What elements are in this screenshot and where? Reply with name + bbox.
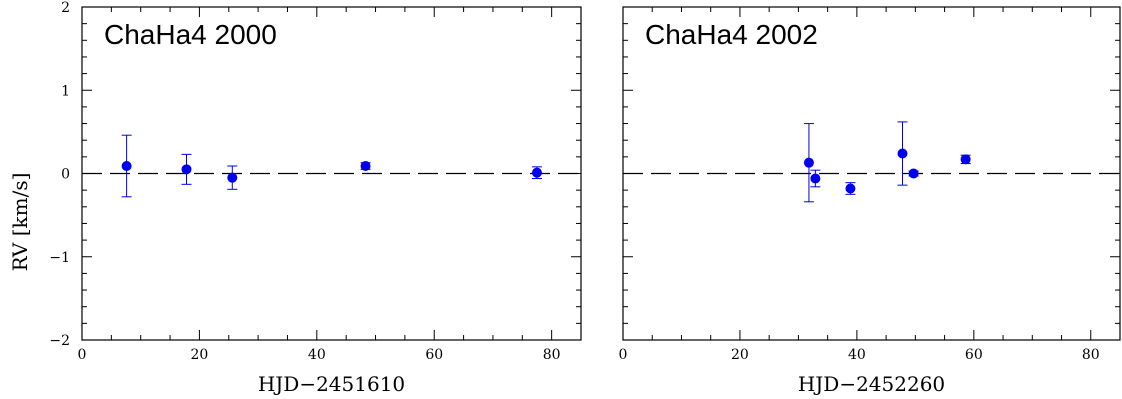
data-point	[803, 157, 814, 168]
x-tick-label: 20	[190, 347, 208, 363]
x-axis-label: HJD−2452260	[798, 372, 945, 396]
data-point	[897, 148, 908, 159]
x-tick-label: 0	[78, 347, 87, 363]
y-tick-label: −1	[49, 250, 70, 266]
x-tick-label: 40	[848, 347, 866, 363]
data-points	[121, 134, 542, 198]
y-tick-label: −2	[49, 333, 70, 349]
x-tick-labels: 0 20 40 60 80	[78, 347, 561, 363]
data-point	[908, 168, 919, 179]
x-tick-label: 60	[965, 347, 983, 363]
data-point	[181, 164, 192, 175]
data-point	[810, 173, 821, 184]
data-point	[845, 183, 856, 194]
y-tick-label: 2	[61, 0, 70, 16]
panel-title: ChaHa4 2000	[104, 19, 277, 50]
x-tick-label: 40	[308, 347, 326, 363]
x-tick-labels: 0 20 40 60 80	[619, 347, 1100, 363]
data-point	[227, 172, 238, 183]
data-points	[803, 121, 971, 203]
panel-title: ChaHa4 2002	[645, 19, 818, 50]
panel-chaha4-2002: 0 20 40 60 80 ChaHa4 2002 HJD−2452260	[619, 6, 1121, 396]
x-tick-label: 80	[543, 347, 561, 363]
y-tick-label: 1	[61, 83, 70, 99]
data-point	[121, 161, 132, 172]
x-tick-label: 60	[425, 347, 443, 363]
x-tick-label: 0	[619, 347, 628, 363]
data-point	[531, 167, 542, 178]
y-tick-label: 0	[61, 167, 70, 183]
panel-chaha4-2000: 0 20 40 60 80 −2 −1 0 1 2 ChaHa4 2000 HJD−245161…	[49, 0, 582, 396]
shared-y-axis-label: RV [km/s]	[8, 173, 32, 272]
x-tick-label: 80	[1082, 347, 1100, 363]
x-tick-label: 20	[731, 347, 749, 363]
axis-ticks	[81, 6, 582, 341]
data-point	[360, 161, 371, 172]
y-tick-labels: −2 −1 0 1 2	[49, 0, 70, 349]
x-axis-label: HJD−2451610	[258, 372, 405, 396]
axis-ticks	[622, 6, 1121, 341]
data-point	[960, 154, 971, 165]
